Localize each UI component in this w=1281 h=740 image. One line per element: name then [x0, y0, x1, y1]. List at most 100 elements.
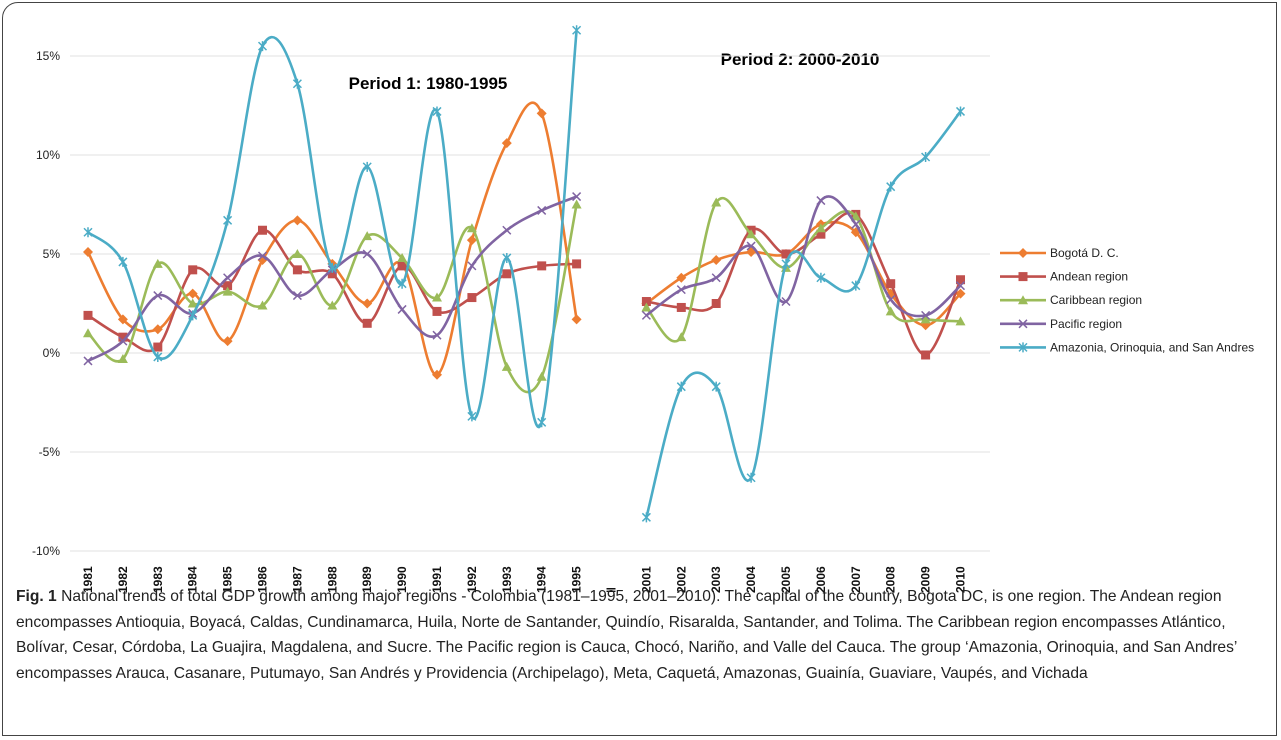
marker [118, 336, 128, 346]
y-tick-label: -10% [32, 544, 60, 558]
x-tick-label: 1989 [360, 566, 374, 593]
marker [118, 256, 128, 267]
marker [432, 330, 442, 340]
marker [327, 269, 337, 279]
marker [362, 318, 372, 328]
marker [466, 223, 477, 233]
marker [501, 361, 512, 371]
x-tick-label: 2007 [849, 566, 863, 593]
x-tick-label: 1988 [325, 566, 339, 593]
series-line [87, 228, 577, 353]
x-tick-label: 1983 [151, 566, 165, 593]
marker [536, 371, 547, 381]
marker [537, 261, 547, 271]
marker [955, 281, 966, 291]
marker [711, 254, 722, 265]
marker [83, 356, 93, 366]
marker [711, 381, 721, 392]
marker [572, 25, 582, 36]
marker [676, 285, 686, 295]
marker [676, 381, 686, 392]
marker [641, 512, 651, 523]
marker [885, 306, 896, 316]
series-line [646, 211, 962, 357]
series-line [645, 197, 961, 343]
x-tick-label: 2010 [954, 566, 968, 593]
marker [711, 273, 721, 283]
x-tick-label: 2009 [919, 566, 933, 593]
marker [327, 262, 337, 273]
caption: Fig. 1 National trends of total GDP grow… [16, 584, 1268, 686]
marker [572, 192, 582, 202]
marker [781, 296, 791, 307]
x-tick-label: 1994 [535, 566, 549, 593]
marker [676, 302, 686, 312]
legend-marker [1018, 319, 1028, 329]
marker [850, 211, 861, 221]
legend-marker [1018, 248, 1028, 258]
marker [223, 281, 233, 291]
marker [257, 41, 268, 52]
marker [955, 316, 966, 326]
marker [886, 279, 896, 289]
marker [292, 291, 302, 301]
marker [676, 332, 687, 342]
marker [955, 288, 966, 299]
legend-label: Andean region [1050, 270, 1128, 284]
marker [83, 227, 93, 238]
legend-label: Caribbean region [1050, 293, 1142, 307]
marker [920, 314, 931, 324]
marker [537, 417, 547, 428]
x-tick-label: 1991 [430, 566, 444, 593]
marker [397, 261, 407, 271]
marker [222, 286, 233, 296]
marker [467, 411, 477, 422]
marker [921, 310, 931, 320]
marker [292, 78, 302, 89]
marker [188, 310, 198, 321]
x-tick-label: 1984 [186, 566, 200, 593]
marker [955, 106, 966, 117]
marker [711, 299, 721, 308]
marker [921, 350, 931, 360]
marker [851, 280, 861, 291]
series-line [645, 195, 962, 318]
chart: Period 1: 1980-1995 Period 2: 2000-2010 … [32, 25, 1254, 593]
x-tick-label: 1981 [81, 566, 95, 593]
legend-label: Amazonia, Orinoquia, and San Andres [1050, 340, 1254, 354]
y-tick-label: 10% [36, 148, 60, 162]
marker [502, 269, 512, 279]
marker [117, 353, 128, 363]
x-tick-label: 1990 [395, 566, 409, 593]
marker [886, 181, 896, 192]
marker [432, 292, 442, 302]
x-tick-label: 2006 [814, 566, 828, 593]
marker [502, 252, 512, 263]
marker [397, 304, 407, 314]
caption-label: Fig. 1 [16, 588, 57, 605]
marker [187, 288, 198, 299]
marker [222, 336, 233, 347]
marker [571, 314, 582, 325]
marker [292, 265, 302, 275]
marker [466, 235, 477, 246]
marker [467, 261, 477, 271]
marker [118, 332, 128, 342]
annotation: Period 2: 2000-2010 [721, 50, 880, 69]
marker [153, 291, 163, 301]
marker [432, 306, 442, 316]
marker [571, 199, 582, 209]
marker [152, 258, 163, 268]
marker [676, 272, 687, 283]
marker [851, 219, 861, 229]
marker [257, 251, 268, 261]
x-tick-label: 1995 [570, 566, 584, 593]
x-tick-label: 2008 [884, 566, 898, 593]
legend-marker [1018, 272, 1028, 282]
x-tick-label: 2004 [744, 566, 758, 593]
marker [816, 272, 826, 283]
marker [327, 300, 338, 310]
marker [746, 229, 757, 239]
x-tick-label: 1993 [500, 566, 514, 593]
marker [746, 472, 756, 483]
